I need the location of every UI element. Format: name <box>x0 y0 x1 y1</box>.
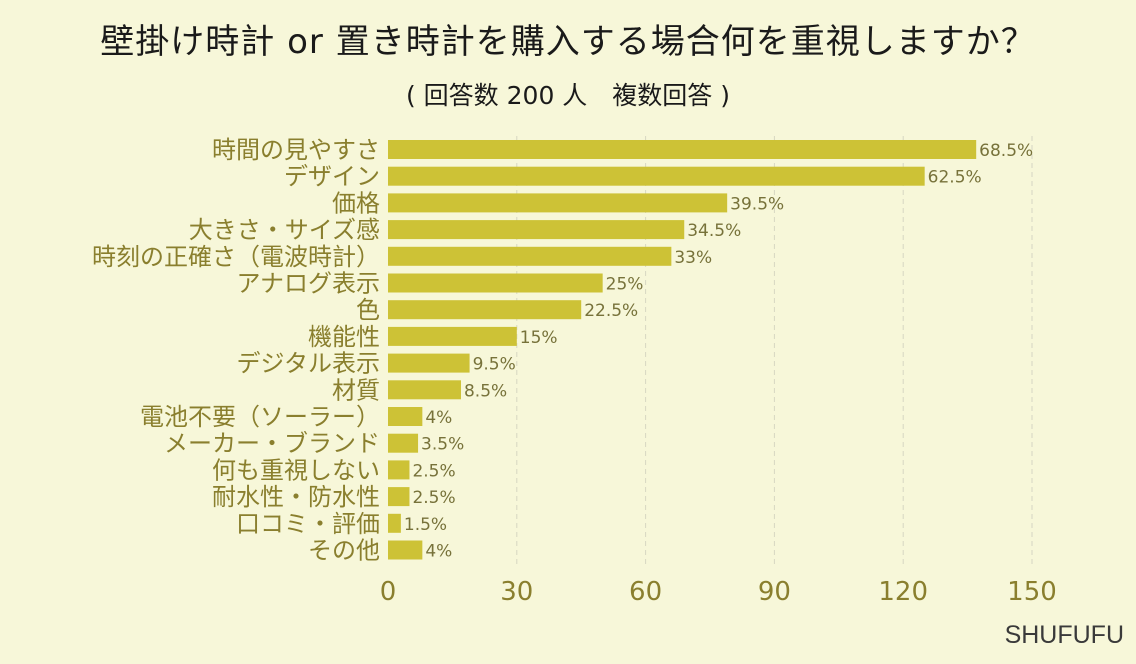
value-label: 25% <box>606 275 644 295</box>
bar <box>388 433 419 453</box>
value-label: 8.5% <box>464 381 507 401</box>
category-label: 時刻の正確さ（電波時計） <box>92 243 380 271</box>
category-label: 耐水性・防水性 <box>212 483 380 511</box>
category-label: 価格 <box>332 189 380 217</box>
value-label: 22.5% <box>584 301 638 321</box>
value-label: 15% <box>520 328 558 348</box>
value-label: 68.5% <box>979 141 1033 161</box>
category-label: その他 <box>308 537 380 565</box>
value-label: 33% <box>674 248 712 268</box>
category-label: アナログ表示 <box>236 270 380 298</box>
value-label: 4% <box>425 408 452 428</box>
x-tick-label: 150 <box>1007 577 1057 607</box>
category-label: 何も重視しない <box>212 456 380 484</box>
category-label: 材質 <box>332 376 380 404</box>
value-label: 9.5% <box>473 355 516 375</box>
value-label: 2.5% <box>412 461 455 481</box>
bar <box>388 246 672 266</box>
category-label: 時間の見やすさ <box>212 136 380 164</box>
x-tick-label: 90 <box>758 577 791 607</box>
chart-subtitle: ( 回答数 200 人 複数回答 ) <box>405 81 730 110</box>
bar <box>388 380 461 400</box>
x-tick-label: 120 <box>878 577 928 607</box>
bar <box>388 166 925 186</box>
bar <box>388 540 423 560</box>
bar <box>388 193 728 213</box>
value-label: 4% <box>425 542 452 562</box>
value-label: 39.5% <box>730 194 784 214</box>
value-label: 1.5% <box>404 515 447 535</box>
value-label: 3.5% <box>421 435 464 455</box>
x-tick-label: 0 <box>380 577 397 607</box>
bar <box>388 273 603 293</box>
category-label: デジタル表示 <box>236 350 380 378</box>
category-label: 大きさ・サイズ感 <box>189 216 380 244</box>
bar <box>388 353 470 373</box>
bar <box>388 513 401 533</box>
category-label: 色 <box>356 296 380 324</box>
category-label: 電池不要（ソーラー） <box>140 403 380 431</box>
category-label: 機能性 <box>308 323 380 351</box>
bar <box>388 460 410 480</box>
category-label: 口コミ・評価 <box>236 510 380 538</box>
bar <box>388 220 685 240</box>
bar <box>388 140 977 159</box>
chart-title: 壁掛け時計 or 置き時計を購入する場合何を重視しますか？ <box>100 22 1036 62</box>
value-label: 2.5% <box>412 488 455 508</box>
brand-logo: SHUFUFU <box>1004 621 1124 649</box>
bar <box>388 407 423 426</box>
bar <box>388 326 517 346</box>
value-label: 34.5% <box>687 221 741 241</box>
category-label: メーカー・ブランド <box>164 430 380 458</box>
bar <box>388 487 410 507</box>
category-label: デザイン <box>284 163 380 191</box>
x-tick-label: 30 <box>500 577 533 607</box>
value-label: 62.5% <box>928 168 982 188</box>
x-tick-label: 60 <box>629 577 662 607</box>
bar <box>388 300 582 320</box>
